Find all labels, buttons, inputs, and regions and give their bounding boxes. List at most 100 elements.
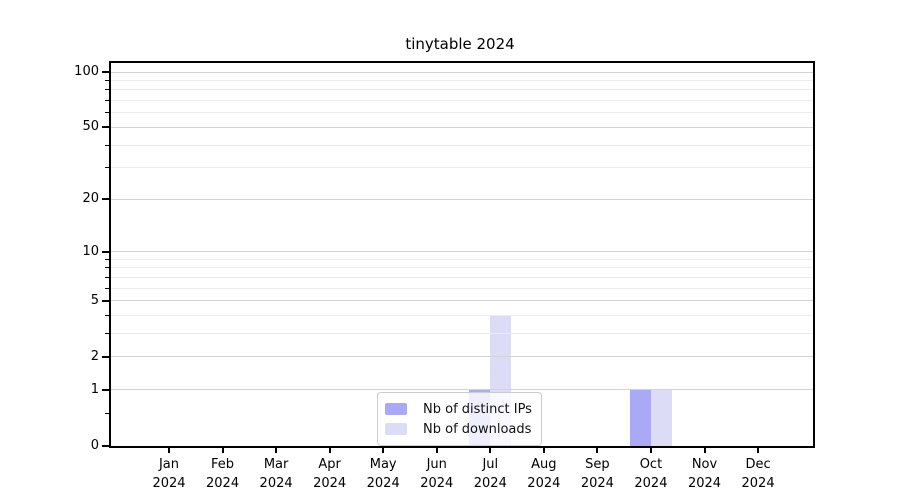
minor-gridline	[111, 167, 813, 169]
major-gridline	[111, 251, 813, 253]
x-tick-label-line: 2024	[259, 476, 293, 491]
minor-gridline	[111, 315, 813, 317]
x-tick-label-line: 2024	[527, 476, 561, 491]
x-tick-label-line: Jul	[482, 457, 499, 472]
x-tick-label-line: 2024	[366, 476, 400, 491]
x-tick-label-line: Feb	[211, 457, 235, 472]
y-tick-label: 20	[82, 191, 99, 207]
legend: Nb of distinct IPs Nb of downloads	[377, 392, 542, 446]
major-gridline	[111, 300, 813, 302]
minor-gridline	[111, 112, 813, 114]
y-minor-tick-mark	[105, 267, 109, 269]
bar-nb-of-downloads-oct	[650, 389, 672, 446]
y-tick-label: 10	[82, 243, 99, 259]
x-tick-label-line: 2024	[313, 476, 347, 491]
x-tick-label: Aug 2024	[502, 455, 586, 493]
chart-title: tinytable 2024	[405, 35, 515, 53]
x-tick-label: May 2024	[341, 455, 425, 493]
y-minor-tick-mark	[105, 112, 109, 114]
x-tick-label-line: 2024	[580, 476, 614, 491]
x-tick-label: Mar 2024	[234, 455, 318, 493]
legend-label: Nb of downloads	[423, 421, 532, 437]
x-tick-mark	[221, 446, 224, 453]
y-tick-mark	[102, 388, 109, 391]
minor-gridline	[111, 80, 813, 82]
x-tick-mark	[649, 446, 652, 453]
x-tick-label-line: Apr	[318, 457, 341, 472]
x-tick-label: Oct 2024	[609, 455, 693, 493]
x-tick-label-line: 2024	[473, 476, 507, 491]
x-tick-label: Apr 2024	[288, 455, 372, 493]
x-tick-label-line: 2024	[420, 476, 454, 491]
x-tick-label: Sep 2024	[555, 455, 639, 493]
y-tick-mark	[102, 198, 109, 201]
y-minor-tick-mark	[105, 144, 109, 146]
y-tick-mark	[102, 250, 109, 253]
y-minor-tick-mark	[105, 80, 109, 82]
y-minor-tick-mark	[105, 89, 109, 91]
x-tick-label: Nov 2024	[663, 455, 747, 493]
x-tick-mark	[542, 446, 545, 453]
minor-gridline	[111, 144, 813, 146]
x-tick-label-line: Dec	[745, 457, 771, 472]
y-minor-tick-mark	[105, 412, 109, 414]
x-tick-mark	[757, 446, 760, 453]
y-tick-mark	[102, 71, 109, 74]
y-tick-mark	[102, 126, 109, 129]
y-tick-label: 100	[74, 64, 99, 80]
x-tick-mark	[168, 446, 170, 453]
legend-entry: Nb of downloads	[385, 419, 532, 439]
x-tick-label-line: 2024	[741, 476, 775, 491]
minor-gridline	[111, 333, 813, 335]
legend-swatch	[385, 403, 407, 415]
x-tick-mark	[275, 446, 278, 453]
bar-nb-of-distinct-ips-oct	[629, 389, 651, 446]
plot-area: 0 1 2 5 10 20 50 100 Jan 2024 Feb 2024 Mar 2024 Apr 202…	[74, 61, 815, 491]
y-minor-tick-mark	[105, 167, 109, 169]
x-tick-mark	[489, 446, 492, 453]
y-minor-tick-mark	[105, 315, 109, 317]
legend-swatch	[385, 423, 407, 435]
x-tick-label-line: 2024	[152, 476, 186, 491]
x-tick-label-line: May	[369, 457, 397, 472]
x-tick-label: Jan 2024	[127, 455, 211, 493]
x-tick-mark	[703, 446, 706, 453]
minor-gridline	[111, 89, 813, 91]
x-tick-label-line: Sep	[585, 457, 610, 472]
grid-layer	[111, 63, 813, 446]
x-tick-label-line: Nov	[691, 457, 718, 472]
y-tick-label: 50	[82, 119, 99, 135]
major-gridline	[111, 356, 813, 358]
minor-gridline	[111, 277, 813, 279]
legend-label: Nb of distinct IPs	[423, 401, 532, 417]
x-tick-label-line: 2024	[634, 476, 668, 491]
x-tick-label: Feb 2024	[181, 455, 265, 493]
y-tick-label: 5	[90, 292, 99, 308]
minor-gridline	[111, 258, 813, 260]
major-gridline	[111, 389, 813, 391]
axis-layer: 0 1 2 5 10 20 50 100 Jan 2024 Feb 2024 Mar 2024 Apr 202…	[74, 63, 813, 491]
y-minor-tick-mark	[105, 100, 109, 102]
x-tick-label: Dec 2024	[716, 455, 800, 493]
x-tick-mark	[596, 446, 599, 453]
y-tick-mark	[102, 445, 109, 447]
x-tick-label-line: Jan	[158, 457, 180, 472]
major-gridline	[111, 198, 813, 200]
y-tick-label: 1	[90, 381, 99, 397]
x-tick-mark	[328, 446, 331, 453]
minor-gridline	[111, 267, 813, 269]
minor-gridline	[111, 100, 813, 102]
y-minor-tick-mark	[105, 277, 109, 279]
x-tick-label: Jul 2024	[448, 455, 532, 493]
x-tick-mark	[382, 446, 385, 453]
y-minor-tick-mark	[105, 258, 109, 260]
x-tick-label-line: Oct	[639, 457, 663, 472]
major-gridline	[111, 71, 813, 73]
y-minor-tick-mark	[105, 287, 109, 289]
legend-entry: Nb of distinct IPs	[385, 399, 532, 419]
x-tick-label: Jun 2024	[395, 455, 479, 493]
y-tick-mark	[102, 299, 109, 302]
x-tick-label-line: Jun	[426, 457, 447, 472]
x-tick-label-line: 2024	[687, 476, 722, 491]
